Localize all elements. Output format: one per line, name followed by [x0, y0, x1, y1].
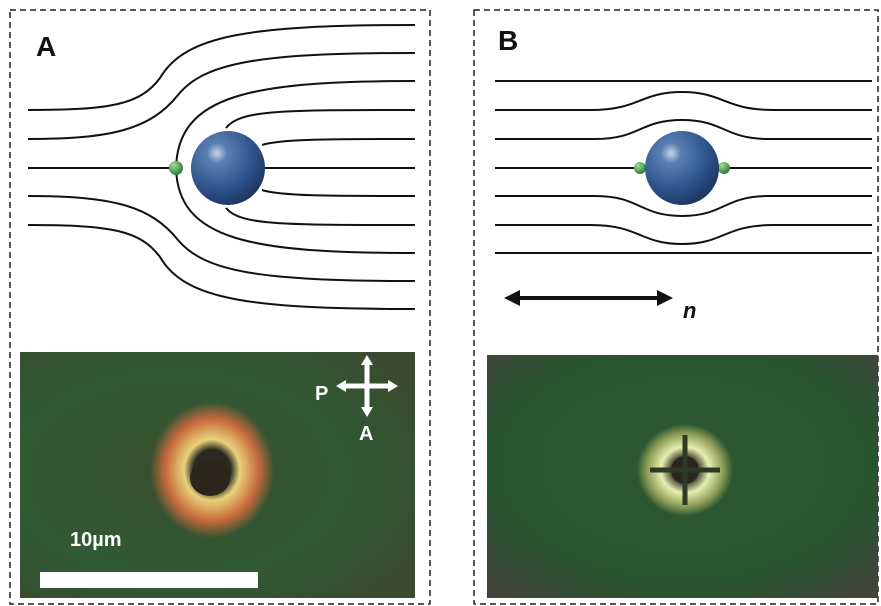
scale-bar [40, 572, 258, 588]
director-arrow [504, 290, 673, 306]
defect [718, 162, 730, 174]
panel-b: B n [474, 10, 878, 604]
micrograph-a: P A 10µm [20, 352, 415, 598]
defect [634, 162, 646, 174]
analyzer-label: A [359, 423, 373, 445]
defect [169, 161, 183, 175]
figure: A P A 10µm [0, 0, 881, 606]
colloid [645, 131, 719, 205]
polarizer-label: P [315, 383, 328, 405]
colloid [191, 131, 265, 205]
scale-bar-label: 10µm [70, 529, 122, 551]
director-label: n [683, 298, 696, 323]
micrograph-b [487, 355, 878, 598]
panel-label: B [498, 25, 518, 56]
panel-a: A P A 10µm [10, 10, 430, 604]
panel-label: A [36, 31, 56, 62]
